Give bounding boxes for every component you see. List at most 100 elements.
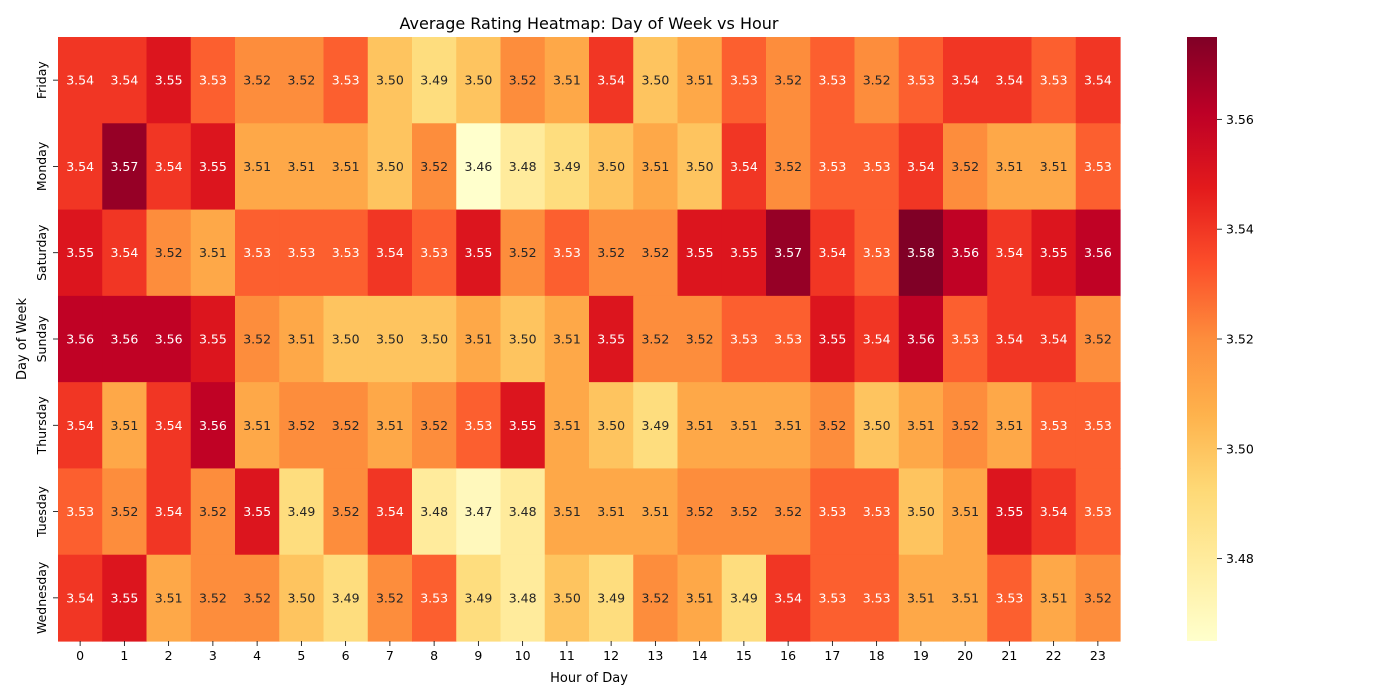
heatmap-cell [589,382,634,470]
heatmap-cell [898,295,944,383]
x-tick-label: 10 [515,648,531,663]
cell-value-label: 3.48 [509,504,537,519]
cell-value-label: 3.52 [287,73,315,88]
cell-value-label: 3.52 [509,73,537,88]
heatmap-cell [810,468,856,556]
colorbar-tick-label: 3.52 [1226,332,1254,347]
cell-value-label: 3.50 [686,159,714,174]
heatmap-cell [190,295,236,383]
heatmap-cell [987,209,1033,297]
cell-value-label: 3.52 [641,332,669,347]
cell-value-label: 3.49 [287,504,315,519]
cell-value-label: 3.51 [553,504,581,519]
cell-value-label: 3.49 [597,590,625,605]
cell-value-label: 3.53 [420,245,448,260]
heatmap-cell [1075,554,1121,642]
y-tick-label: Saturday [34,224,49,281]
cell-value-label: 3.54 [774,590,802,605]
cell-value-label: 3.51 [951,504,979,519]
cell-value-label: 3.51 [597,504,625,519]
x-tick-label: 8 [430,648,438,663]
cell-value-label: 3.51 [553,418,581,433]
heatmap-cell [367,123,413,211]
cell-value-label: 3.50 [907,504,935,519]
heatmap-cell [810,123,856,211]
cell-value-label: 3.50 [376,159,404,174]
cell-value-label: 3.55 [995,504,1023,519]
heatmap-cell [810,37,856,124]
cell-value-label: 3.54 [730,159,758,174]
heatmap-cell [943,554,988,642]
heatmap-cell [323,468,369,556]
heatmap-cell [987,382,1033,470]
heatmap-cell [279,468,325,556]
cell-value-label: 3.48 [509,159,537,174]
heatmap-cell [766,123,811,211]
heatmap-cell [1031,295,1077,383]
heatmap-cell [633,295,679,383]
heatmap-cell [810,209,856,297]
heatmap-cell [1075,123,1121,211]
heatmap-cell [898,382,944,470]
heatmap-cell [544,123,590,211]
cell-value-label: 3.55 [818,332,846,347]
cell-value-label: 3.52 [420,418,448,433]
cell-value-label: 3.52 [951,159,979,174]
x-tick-label: 0 [76,648,84,663]
heatmap-cell [456,37,502,124]
heatmap-cell [279,295,325,383]
cell-value-label: 3.51 [553,73,581,88]
heatmap-cell [412,37,457,124]
x-tick-label: 11 [559,648,575,663]
heatmap-cell [367,295,413,383]
heatmap-cell [367,209,413,297]
cell-value-label: 3.53 [332,245,360,260]
heatmap-cell [854,209,900,297]
heatmap-cell [589,209,634,297]
heatmap-cell [412,468,457,556]
cell-value-label: 3.52 [774,504,802,519]
cell-value-label: 3.50 [597,418,625,433]
cell-value-label: 3.53 [818,590,846,605]
cell-value-label: 3.52 [774,73,802,88]
heatmap-cell [810,295,856,383]
heatmap-cell [721,37,767,124]
cell-value-label: 3.52 [951,418,979,433]
heatmap-cell [544,37,590,124]
heatmap-cell [987,37,1033,124]
cell-value-label: 3.49 [464,590,492,605]
heatmap-cell [943,209,988,297]
heatmap-cell [58,209,103,297]
cell-value-label: 3.53 [774,332,802,347]
cell-value-label: 3.51 [553,332,581,347]
cell-value-label: 3.56 [155,332,183,347]
cell-value-label: 3.55 [155,73,183,88]
heatmap-cell [235,382,280,470]
heatmap-cell [323,295,369,383]
cell-value-label: 3.56 [66,332,94,347]
cell-value-label: 3.49 [730,590,758,605]
heatmap-cell [456,382,502,470]
cell-value-label: 3.55 [110,590,138,605]
heatmap-cell [766,468,811,556]
heatmap-cell [500,468,546,556]
heatmap-cell [898,37,944,124]
cell-value-label: 3.47 [464,504,492,519]
cell-value-label: 3.53 [863,245,891,260]
x-tick-label: 3 [209,648,217,663]
cell-value-label: 3.52 [376,590,404,605]
cell-value-label: 3.52 [155,245,183,260]
heatmap-cell [1031,468,1077,556]
cell-value-label: 3.52 [199,590,227,605]
cell-value-label: 3.52 [597,245,625,260]
cell-value-label: 3.57 [774,245,802,260]
heatmap-cell [854,123,900,211]
heatmap-cell [898,123,944,211]
heatmap-cell [677,295,723,383]
heatmap-cell [102,37,148,124]
cell-value-label: 3.49 [332,590,360,605]
x-tick-label: 20 [957,648,973,663]
cell-value-label: 3.53 [907,73,935,88]
cell-value-label: 3.51 [686,418,714,433]
cell-value-label: 3.54 [66,590,94,605]
